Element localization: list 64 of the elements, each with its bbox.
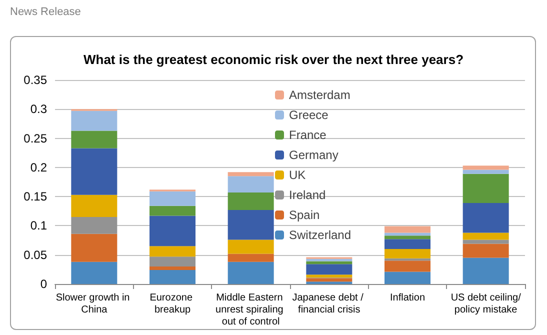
y-tick-label: 0.05 [24, 248, 48, 262]
legend-label: Germany [289, 148, 338, 162]
x-tick-label: Middle Eastern unrest spiraling out of control [216, 292, 286, 328]
bar [462, 232, 509, 240]
legend-label: Greece [289, 108, 329, 122]
bar [228, 240, 274, 254]
bar [384, 226, 430, 233]
y-tick-label: 0.35 [24, 73, 48, 87]
bar [462, 240, 509, 244]
bar [150, 256, 196, 267]
bar [228, 254, 274, 262]
bar [462, 170, 509, 174]
bar [71, 194, 118, 217]
bar [71, 148, 118, 195]
bar [150, 206, 196, 216]
bar [462, 258, 509, 284]
bar [150, 266, 196, 270]
bar [462, 166, 509, 170]
text: News Release [10, 6, 81, 18]
legend-label: Switzerland [289, 228, 352, 242]
bar [228, 210, 274, 240]
x-tick-label: Inflation [390, 292, 426, 304]
y-tick-label: 0.15 [24, 190, 48, 204]
bar [150, 191, 196, 206]
bar [462, 174, 509, 203]
chart-title: What is the greatest economic risk over the next three years? [83, 52, 464, 67]
y-tick-label: 0.2 [30, 160, 48, 174]
bar [384, 236, 430, 240]
bar [150, 270, 196, 284]
y-tick-label: 0.1 [30, 218, 48, 233]
bar [71, 216, 118, 234]
bar [306, 264, 352, 275]
bar [71, 234, 118, 262]
y-tick-label: 0 [40, 277, 48, 291]
legend-label: France [289, 128, 327, 142]
bar [306, 258, 352, 262]
x-tick-label: US debt ceiling/policy mistake [450, 292, 522, 316]
x-tick-label: Eurozone breakup [150, 292, 196, 316]
bar [228, 176, 274, 192]
bar [462, 244, 509, 258]
legend-label: Spain [289, 208, 320, 222]
bar [71, 110, 118, 131]
bar [306, 274, 352, 278]
bar [384, 232, 430, 236]
y-tick-label: 0.25 [24, 131, 48, 146]
bar [71, 262, 118, 284]
legend-label: Amsterdam [289, 88, 350, 102]
bar [228, 262, 274, 284]
bar [228, 192, 274, 210]
legend-label: Ireland [289, 188, 326, 202]
bar [71, 130, 118, 148]
y-tick-label: 0.3 [30, 102, 48, 116]
x-tick-label: Slower growth in China [56, 292, 133, 316]
bar [150, 246, 196, 257]
bar [228, 172, 274, 176]
legend-label: UK [289, 168, 306, 182]
bar [462, 202, 509, 233]
bar [384, 249, 430, 258]
bar [384, 260, 430, 272]
bar [384, 239, 430, 250]
bar [306, 278, 352, 282]
bar [150, 216, 196, 246]
bar [384, 272, 430, 284]
x-tick-label: Japanese debt / financial crisis [292, 292, 366, 316]
